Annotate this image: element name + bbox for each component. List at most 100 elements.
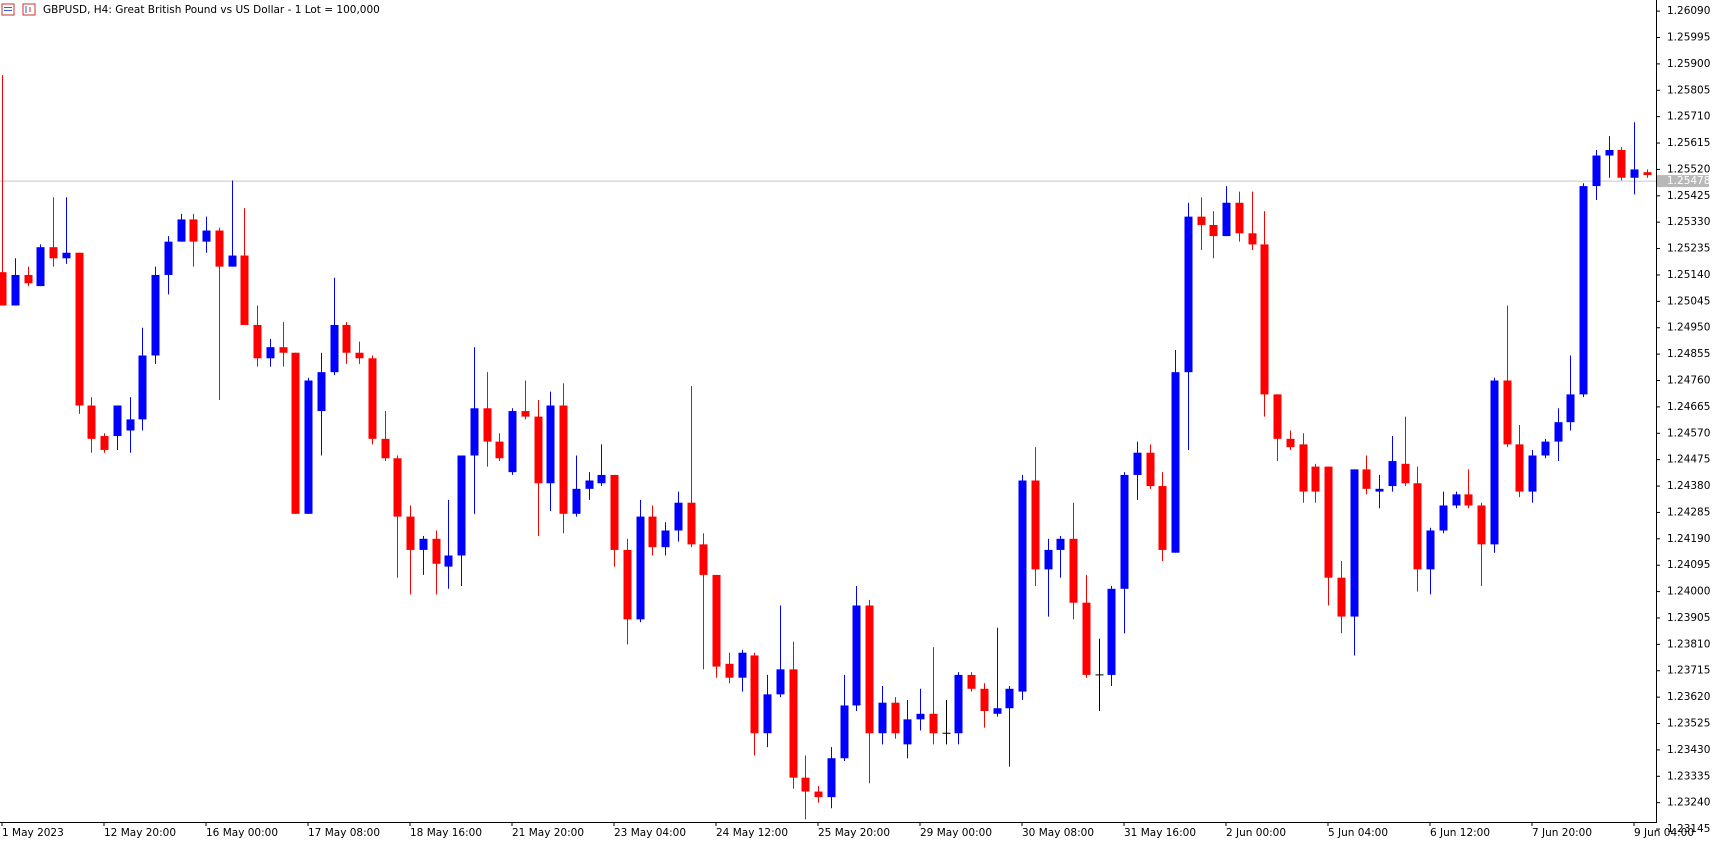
icon-list [1,3,15,16]
candle-body [1311,466,1320,492]
candle-body [840,705,849,759]
candle-body [852,605,861,706]
candle-body [508,411,517,473]
candle-body [738,652,747,678]
candle-body [304,380,313,514]
candle-body [1643,172,1652,175]
candle-body [776,669,785,695]
candle-body [1452,494,1461,506]
y-tick-label: 1.23620 [1667,691,1710,703]
x-tick-label: 2 Jun 00:00 [1226,827,1286,839]
candle-body [1031,480,1040,570]
candle-body [929,713,938,734]
candle-body [393,458,402,517]
y-tick-label: 1.24095 [1667,559,1710,571]
y-tick-label: 1.25615 [1667,137,1710,149]
candle-body [330,324,339,373]
candle-body [636,516,645,620]
candle-body [1299,444,1308,492]
x-tick-label: 18 May 16:00 [410,827,482,839]
candle-body [712,574,721,667]
candle-body [916,713,925,720]
candle-body [189,219,198,242]
y-tick-label: 1.24285 [1667,506,1710,518]
candle-body [865,605,874,734]
candle-body [559,405,568,514]
candle-body [62,252,71,259]
y-tick-label: 1.24190 [1667,533,1710,545]
candle-body [1184,216,1193,373]
y-tick-label: 1.24380 [1667,480,1710,492]
icon-chart [22,3,36,16]
candle-body [1426,530,1435,570]
candle-body [750,655,759,734]
candle-body [1566,394,1575,423]
candle-body [1605,149,1614,156]
candle-body [1018,480,1027,692]
x-tick-label: 31 May 16:00 [1124,827,1196,839]
candle-body [1362,469,1371,489]
candle-body [878,702,887,734]
candle-body [457,455,466,556]
candle-body [75,252,84,406]
y-tick-label: 1.24475 [1667,454,1710,466]
candle-body [100,436,109,450]
candle-body [1056,538,1065,550]
current-price-box [1657,175,1709,188]
candle-body [1528,455,1537,492]
candle-body [240,255,249,325]
candle-body [1477,505,1486,545]
x-tick-label: 30 May 08:00 [1022,827,1094,839]
candle-body [495,441,504,459]
candle-body [1375,488,1384,492]
y-tick-label: 1.24855 [1667,348,1710,360]
y-tick-label: 1.25140 [1667,269,1710,281]
candle-body [763,694,772,734]
candle-body [470,408,479,456]
candle-body [151,274,160,356]
candle-body [49,247,58,259]
candle-body [699,544,708,575]
y-tick-label: 1.25045 [1667,295,1710,307]
y-tick-label: 1.26090 [1667,5,1710,17]
y-tick-label: 1.24665 [1667,401,1710,413]
candle-body [1197,216,1206,225]
x-tick-label: 17 May 08:00 [308,827,380,839]
y-tick-label: 1.23525 [1667,718,1710,730]
y-tick-label: 1.25900 [1667,58,1710,70]
candle-body [342,324,351,353]
chart-title: GBPUSD, H4: Great British Pound vs US Do… [43,4,380,16]
candle-body [585,480,594,489]
candle-body [215,230,224,267]
y-tick-label: 1.24760 [1667,375,1710,387]
candle-body [1630,169,1639,178]
candle-body [1133,452,1142,475]
candle-body [661,530,670,548]
candle-body [610,474,619,550]
candle-body [521,411,530,417]
candle-body [1579,186,1588,395]
candle-body [0,272,7,306]
candle-body [1069,538,1078,603]
candle-body [546,405,555,484]
candle-body [1554,422,1563,442]
candle-body [1401,463,1410,484]
candle-body [1464,494,1473,506]
y-tick-label: 1.23430 [1667,744,1710,756]
candle-body [177,219,186,242]
x-tick-label: 5 Jun 04:00 [1328,827,1388,839]
candle-body [24,274,33,284]
candle-body [1248,233,1257,245]
candle-body [1324,466,1333,578]
candle-body [648,516,657,548]
current-price-label: 1.25478 [1667,175,1710,187]
y-tick-label: 1.23715 [1667,665,1710,677]
candle-body [419,538,428,550]
y-tick-label: 1.23905 [1667,612,1710,624]
candle-body [1005,688,1014,709]
candle-body [814,791,823,798]
candle-body [87,405,96,439]
x-tick-label: 21 May 20:00 [512,827,584,839]
y-tick-label: 1.25235 [1667,243,1710,255]
y-tick-label: 1.25995 [1667,31,1710,43]
